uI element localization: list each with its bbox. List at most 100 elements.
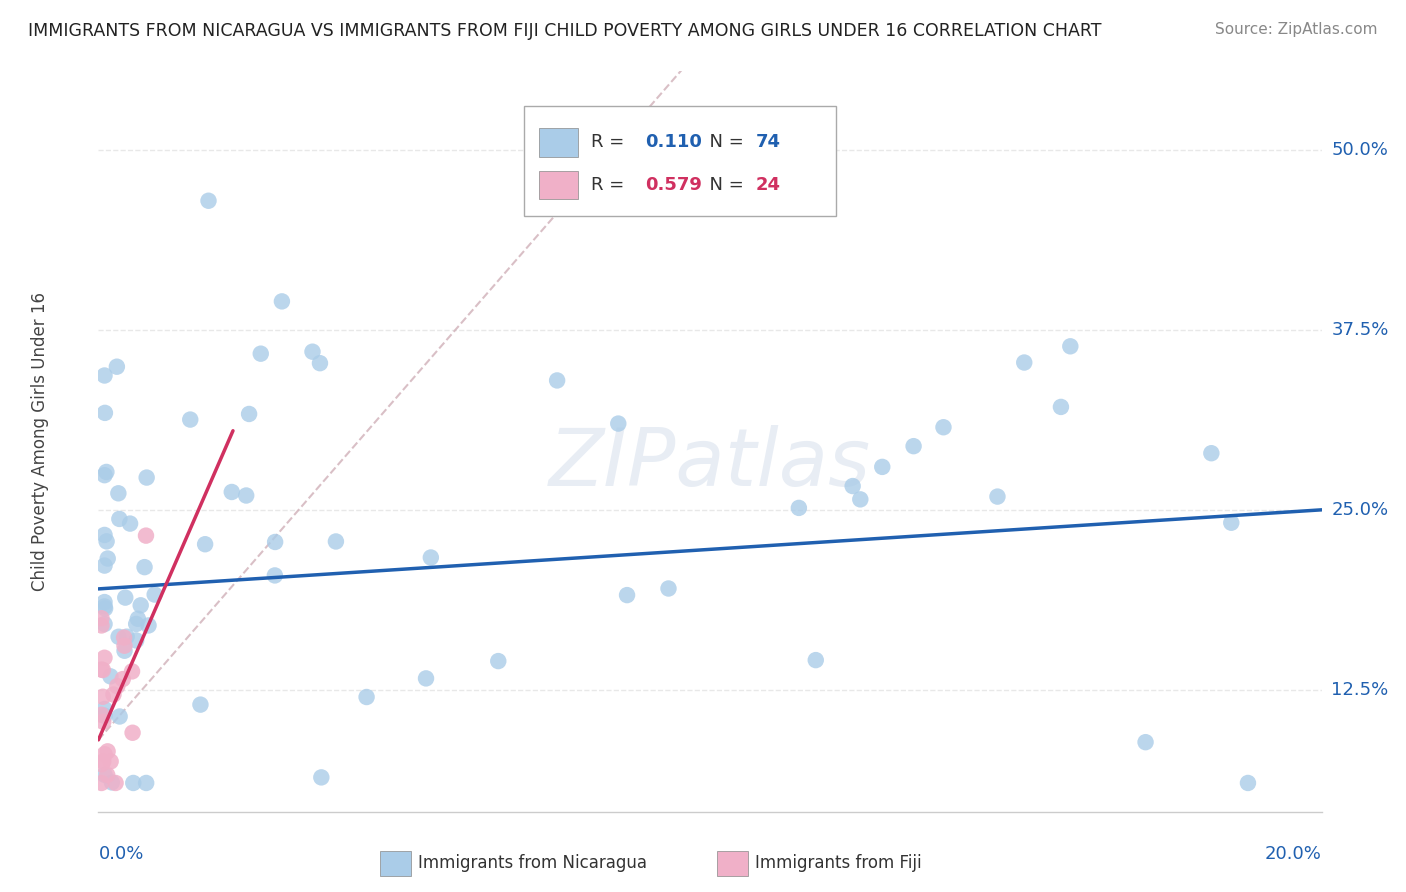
Point (787, 500, 810, 515)
Text: 0.0%: 0.0% (98, 845, 143, 863)
Point (101, 775, 124, 789)
Point (486, 654, 509, 668)
Point (90, 663, 112, 677)
Point (263, 568, 285, 582)
Point (309, 356, 332, 370)
Point (1135, 735, 1157, 749)
Point (93, 708, 115, 723)
Text: R =: R = (592, 134, 630, 152)
Point (93, 558, 115, 573)
Point (93, 617, 115, 632)
Point (108, 512, 131, 526)
Point (100, 669, 122, 683)
Point (91, 690, 114, 704)
Point (122, 776, 145, 790)
Point (270, 294, 292, 309)
Point (1050, 400, 1073, 414)
Point (657, 582, 679, 596)
Text: 50.0%: 50.0% (1331, 142, 1388, 160)
Point (841, 479, 863, 493)
Point (356, 690, 378, 704)
Point (546, 374, 568, 388)
Point (112, 631, 135, 645)
Point (105, 359, 128, 374)
Point (94, 601, 117, 615)
Point (91, 755, 114, 769)
Point (93, 528, 115, 542)
Point (125, 633, 148, 648)
Point (1237, 776, 1260, 790)
Point (111, 672, 134, 686)
Point (238, 407, 260, 421)
Point (93, 650, 115, 665)
Point (121, 725, 143, 739)
Point (90, 618, 112, 632)
Point (94, 406, 117, 420)
Point (91, 714, 114, 729)
Point (138, 618, 160, 632)
Point (249, 346, 271, 360)
Text: 12.5%: 12.5% (1331, 681, 1389, 698)
Point (103, 688, 125, 702)
Point (932, 420, 955, 434)
Text: N =: N = (697, 134, 749, 152)
Text: 24: 24 (755, 176, 780, 194)
Point (301, 344, 323, 359)
Point (849, 492, 872, 507)
Point (872, 459, 894, 474)
Point (311, 771, 333, 785)
Point (93, 468, 115, 483)
Text: Child Poverty Among Girls Under 16: Child Poverty Among Girls Under 16 (31, 292, 49, 591)
Point (91, 663, 114, 677)
Point (197, 194, 219, 208)
Point (121, 665, 143, 679)
Point (607, 417, 630, 431)
Point (235, 488, 257, 502)
FancyBboxPatch shape (538, 170, 578, 199)
Text: 0.579: 0.579 (645, 176, 702, 194)
Point (93, 599, 115, 614)
Text: 74: 74 (755, 134, 780, 152)
Text: IMMIGRANTS FROM NICARAGUA VS IMMIGRANTS FROM FIJI CHILD POVERTY AMONG GIRLS UNDE: IMMIGRANTS FROM NICARAGUA VS IMMIGRANTS … (28, 22, 1102, 40)
Point (96, 465, 118, 479)
Point (107, 630, 129, 644)
Point (108, 709, 131, 723)
Point (135, 470, 157, 484)
Text: Immigrants from Nicaragua: Immigrants from Nicaragua (418, 855, 647, 872)
Point (100, 755, 122, 769)
Point (194, 537, 217, 551)
Point (97, 551, 120, 566)
Point (105, 679, 128, 693)
Point (104, 776, 127, 790)
Point (143, 588, 166, 602)
Point (90, 757, 112, 772)
Point (190, 698, 212, 712)
Point (1220, 516, 1243, 530)
Point (93, 368, 115, 383)
Point (1201, 446, 1223, 460)
Point (1012, 355, 1035, 369)
Point (125, 617, 148, 632)
Text: 25.0%: 25.0% (1331, 500, 1389, 519)
Point (221, 485, 243, 500)
Point (114, 591, 136, 605)
Point (93, 702, 115, 716)
Point (96, 768, 118, 782)
Point (325, 534, 347, 549)
Text: Source: ZipAtlas.com: Source: ZipAtlas.com (1215, 22, 1378, 37)
Point (134, 560, 156, 574)
Point (90, 776, 112, 790)
Point (120, 516, 142, 531)
Point (415, 672, 437, 686)
Point (90, 707, 112, 722)
Text: ZIPatlas: ZIPatlas (548, 425, 872, 503)
Point (114, 639, 136, 653)
Point (616, 588, 638, 602)
FancyBboxPatch shape (524, 106, 837, 216)
Point (804, 653, 827, 667)
Point (115, 630, 138, 644)
Text: N =: N = (697, 176, 749, 194)
Text: Immigrants from Fiji: Immigrants from Fiji (755, 855, 922, 872)
Point (114, 644, 136, 658)
Point (135, 776, 157, 790)
